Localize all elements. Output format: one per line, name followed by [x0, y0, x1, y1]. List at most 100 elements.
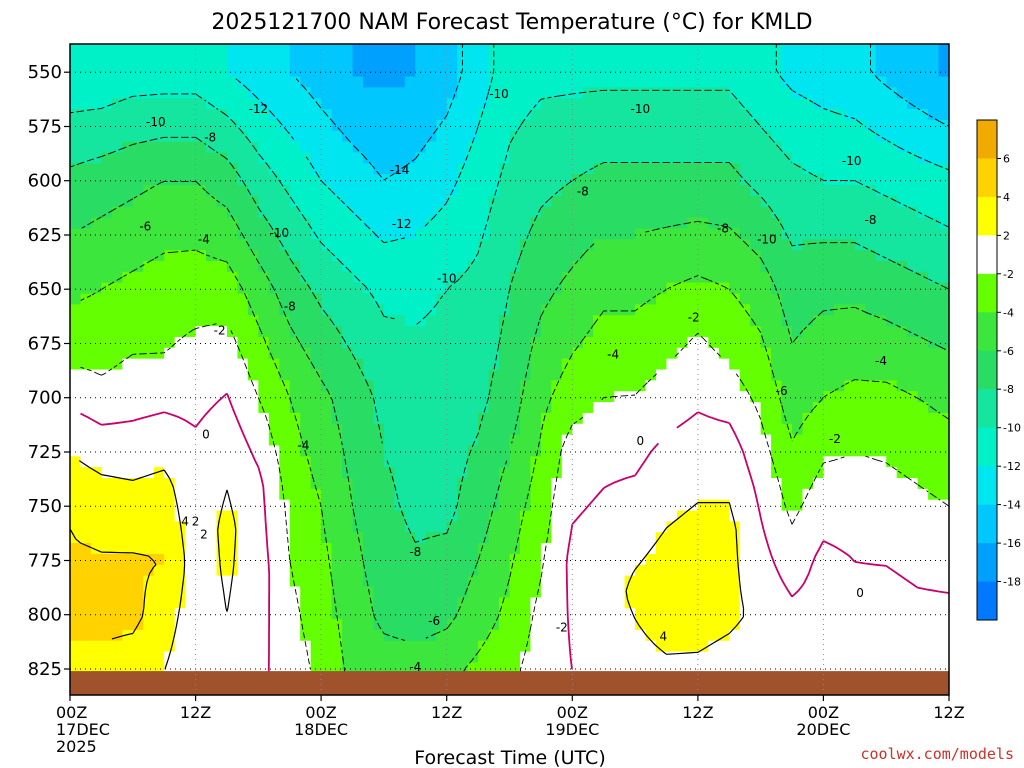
- heatmap-cell: [300, 564, 312, 577]
- heatmap-cell: [917, 130, 929, 143]
- heatmap-cell: [247, 130, 259, 143]
- heatmap-cell: [540, 336, 552, 349]
- heatmap-cell: [875, 445, 887, 457]
- heatmap-cell: [896, 651, 908, 664]
- heatmap-cell: [635, 282, 647, 295]
- heatmap-cell: [603, 239, 615, 251]
- heatmap-cell: [760, 347, 772, 360]
- heatmap-cell: [415, 553, 427, 566]
- heatmap-cell: [666, 380, 678, 392]
- heatmap-cell: [540, 662, 552, 674]
- heatmap-cell: [373, 651, 385, 664]
- heatmap-cell: [865, 662, 877, 674]
- heatmap-cell: [342, 65, 354, 78]
- heatmap-cell: [195, 488, 207, 501]
- heatmap-cell: [781, 456, 793, 468]
- heatmap-cell: [206, 575, 218, 588]
- heatmap-cell: [394, 261, 406, 273]
- heatmap-cell: [478, 434, 490, 447]
- heatmap-cell: [561, 76, 573, 88]
- heatmap-cell: [90, 499, 102, 512]
- heatmap-cell: [823, 597, 835, 609]
- heatmap-cell: [802, 564, 814, 577]
- heatmap-cell: [938, 163, 949, 175]
- heatmap-cell: [478, 521, 490, 533]
- heatmap-cell: [373, 98, 385, 110]
- heatmap-cell: [896, 141, 908, 154]
- heatmap-cell: [739, 358, 751, 371]
- heatmap-cell: [467, 380, 479, 392]
- heatmap-cell: [425, 152, 437, 164]
- heatmap-cell: [436, 456, 448, 468]
- heatmap-cell: [258, 152, 270, 164]
- heatmap-cell: [373, 44, 385, 56]
- heatmap-cell: [509, 391, 521, 403]
- heatmap-cell: [676, 423, 688, 436]
- heatmap-cell: [373, 586, 385, 598]
- heatmap-cell: [656, 141, 668, 154]
- heatmap-cell: [687, 206, 699, 219]
- heatmap-cell: [132, 651, 144, 664]
- heatmap-cell: [237, 152, 249, 164]
- heatmap-cell: [310, 445, 322, 457]
- heatmap-cell: [792, 369, 804, 381]
- heatmap-cell: [635, 564, 647, 577]
- heatmap-cell: [624, 315, 636, 327]
- heatmap-cell: [457, 315, 469, 327]
- heatmap-cell: [635, 44, 647, 56]
- heatmap-cell: [101, 499, 113, 512]
- heatmap-cell: [101, 608, 113, 620]
- heatmap-cell: [509, 130, 521, 143]
- heatmap-cell: [425, 282, 437, 295]
- heatmap-cell: [321, 597, 333, 609]
- heatmap-cell: [656, 380, 668, 392]
- heatmap-cell: [823, 109, 835, 121]
- heatmap-cell: [760, 478, 772, 490]
- heatmap-cell: [300, 206, 312, 219]
- heatmap-cell: [907, 586, 919, 598]
- heatmap-cell: [185, 217, 197, 230]
- heatmap-cell: [614, 575, 626, 588]
- heatmap-cell: [917, 608, 929, 620]
- heatmap-cell: [467, 619, 479, 631]
- heatmap-cell: [833, 76, 845, 88]
- heatmap-cell: [425, 619, 437, 631]
- heatmap-cell: [268, 206, 280, 219]
- heatmap-cell: [185, 380, 197, 392]
- heatmap-cell: [572, 293, 584, 305]
- heatmap-cell: [656, 488, 668, 501]
- heatmap-cell: [540, 564, 552, 577]
- heatmap-cell: [226, 315, 239, 327]
- heatmap-cell: [666, 336, 678, 349]
- heatmap-cell: [289, 152, 301, 164]
- heatmap-cell: [561, 532, 573, 544]
- heatmap-cell: [415, 586, 427, 598]
- heatmap-cell: [90, 228, 102, 240]
- heatmap-cell: [718, 434, 730, 447]
- heatmap-cell: [540, 304, 552, 316]
- heatmap-cell: [812, 141, 825, 154]
- heatmap-cell: [122, 521, 134, 533]
- heatmap-cell: [812, 282, 825, 295]
- heatmap-cell: [310, 282, 322, 295]
- heatmap-cell: [289, 629, 301, 642]
- heatmap-cell: [844, 119, 856, 132]
- heatmap-cell: [875, 239, 887, 251]
- heatmap-cell: [467, 467, 479, 479]
- heatmap-cell: [195, 185, 207, 197]
- heatmap-cell: [206, 217, 218, 230]
- heatmap-cell: [352, 217, 364, 230]
- heatmap-cell: [321, 423, 333, 436]
- heatmap-cell: [844, 98, 856, 110]
- heatmap-cell: [666, 640, 678, 653]
- heatmap-cell: [875, 65, 887, 78]
- heatmap-cell: [237, 206, 249, 219]
- heatmap-cell: [279, 44, 291, 56]
- heatmap-cell: [70, 163, 82, 175]
- heatmap-cell: [247, 239, 259, 251]
- heatmap-cell: [446, 304, 458, 316]
- heatmap-cell: [582, 206, 594, 219]
- heatmap-cell: [697, 445, 709, 457]
- heatmap-cell: [195, 651, 207, 664]
- heatmap-cell: [802, 174, 814, 186]
